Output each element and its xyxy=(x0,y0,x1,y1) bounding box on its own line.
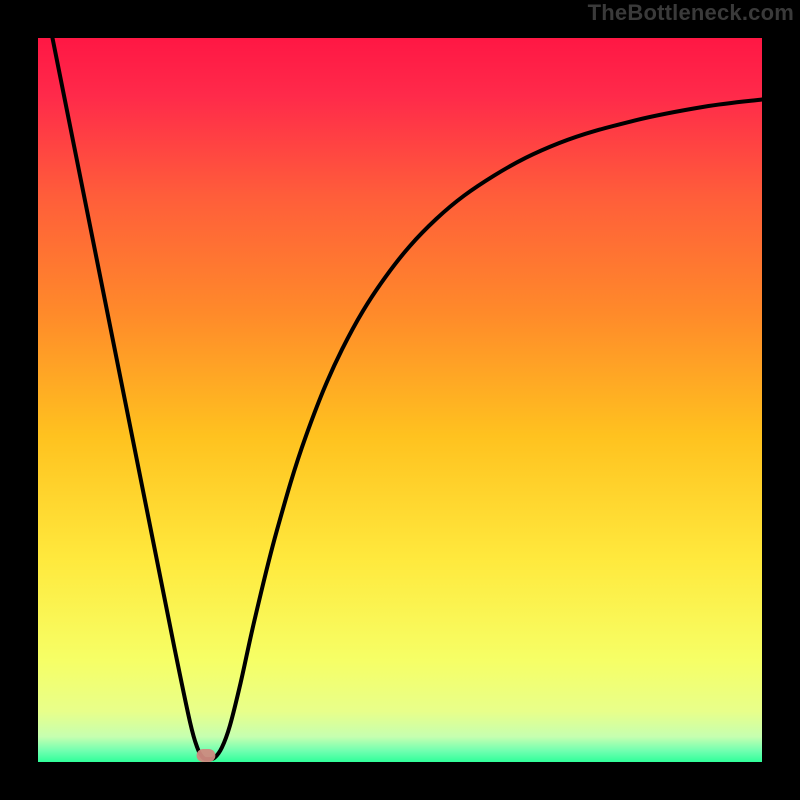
chart-svg xyxy=(38,38,762,762)
watermark-text: TheBottleneck.com xyxy=(588,0,794,26)
plot-area xyxy=(38,38,762,762)
chart-frame: TheBottleneck.com xyxy=(0,0,800,800)
gradient-background xyxy=(38,38,762,762)
optimum-marker xyxy=(197,749,216,762)
